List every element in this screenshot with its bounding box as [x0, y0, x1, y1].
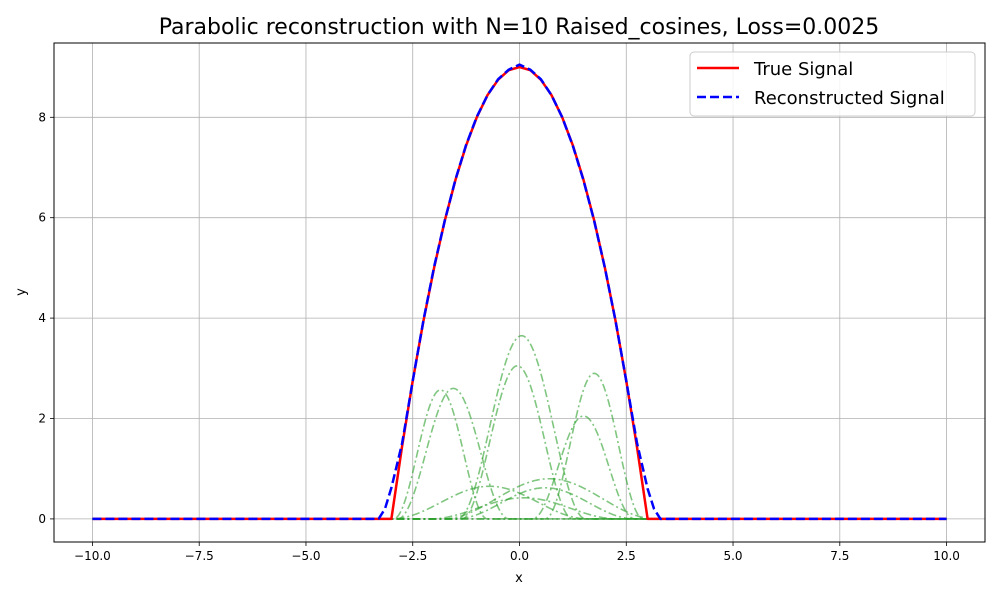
axis-ticks: −10.0 −7.5 −5.0 −2.5 0.0 2.5 5.0 7.5 10.0 0 2 4 6 8 — [38, 110, 960, 563]
x-tick-label: −2.5 — [398, 549, 427, 563]
basis-component-line — [92, 372, 947, 520]
x-tick-label: 5.0 — [723, 549, 742, 563]
legend: True Signal Reconstructed Signal — [689, 51, 976, 117]
x-axis-label: x — [515, 571, 523, 586]
series-line-reconstructed-signal — [92, 63, 947, 521]
legend-label-reconstructed-signal: Reconstructed Signal — [754, 88, 945, 109]
legend-label-true-signal: True Signal — [753, 59, 853, 80]
x-tick-label: −10.0 — [74, 549, 111, 563]
x-tick-label: −5.0 — [291, 549, 320, 563]
x-tick-label: 0.0 — [510, 549, 529, 563]
x-tick-label: −7.5 — [185, 549, 214, 563]
y-axis-label: y — [14, 288, 29, 296]
y-tick-label: 0 — [38, 512, 46, 526]
chart-title: Parabolic reconstruction with N=10 Raise… — [159, 15, 880, 40]
basis-component-line — [92, 477, 947, 520]
x-tick-label: 10.0 — [933, 549, 960, 563]
series-lines — [92, 63, 947, 521]
y-tick-label: 2 — [38, 412, 46, 426]
y-tick-label: 6 — [38, 211, 46, 225]
y-tick-label: 4 — [38, 311, 46, 325]
legend-box — [689, 51, 976, 117]
y-tick-label: 8 — [38, 110, 46, 124]
x-tick-label: 2.5 — [617, 549, 636, 563]
x-tick-label: 7.5 — [830, 549, 849, 563]
